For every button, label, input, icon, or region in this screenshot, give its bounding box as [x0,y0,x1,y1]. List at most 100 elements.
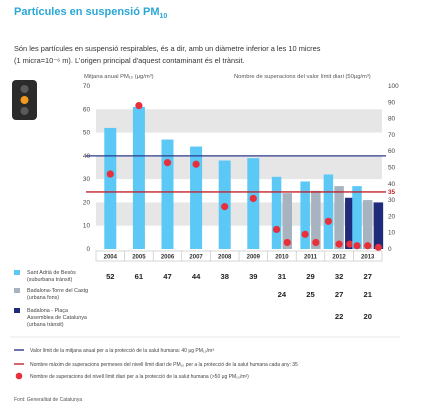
right-tick-label: 80 [388,116,396,123]
year-label-2007: 2007 [189,255,203,261]
year-label-2009: 2009 [247,255,261,261]
exceedance-dot-badalona_placa-2012 [346,240,354,248]
exceedance-dot-sant_adria-2010 [272,225,281,234]
table-cell: 38 [220,272,228,281]
legend-label: Sant Adrià de Besòs [27,270,76,276]
table-cell: 52 [106,272,114,281]
exceedance-dot-badalona_torre-2012 [335,240,343,248]
year-label-2008: 2008 [218,255,232,261]
note-dot-swatch [15,372,23,380]
exceedance-dot-sant_adria-2013 [353,242,361,250]
left-tick-label: 20 [83,199,91,206]
left-tick-label: 60 [83,106,91,113]
exceedance-dot-sant_adria-2009 [249,194,257,203]
table-cell: 27 [335,290,343,299]
max-exceedances-label: 35 [388,189,396,196]
bar-badalona_torre-2010 [282,193,292,249]
exceedance-dot-badalona_torre-2013 [364,242,372,250]
table-cell: 22 [335,312,343,321]
table-cell: 24 [278,290,287,299]
legend-swatch [14,308,20,313]
table-cell: 27 [363,272,371,281]
year-label-2011: 2011 [304,255,318,261]
legend-label: (urbana trànsit) [27,322,64,328]
intro-line-2: (1 micra=10⁻⁶ m). L'origen principal d'a… [14,56,245,65]
bar-sant_adria-2006 [161,139,174,249]
bar-sant_adria-2012 [323,174,334,249]
table-cell: 39 [249,272,257,281]
table-cell: 25 [306,290,315,299]
bar-sant_adria-2010 [271,176,282,249]
right-tick-label: 10 [388,230,396,237]
exceedance-dot-sant_adria-2011 [301,230,309,238]
year-row: 2004 2005 2006 2007 2008 2009 2010 2011 2012 2013 [95,250,383,262]
bar-sant_adria-2013 [352,186,362,249]
traffic-light-icon [12,80,37,120]
note-exceedance-dot: Nombre de superacions del nivell límit d… [15,372,249,380]
right-axis-label: Nombre de superacions del valor límit di… [234,74,371,80]
exceedance-dot-badalona_torre-2011 [312,238,320,247]
bar-badalona_torre-2013 [362,200,373,249]
year-label-2004: 2004 [104,255,118,261]
legend-swatch [14,288,20,293]
table-cell: 31 [278,272,287,281]
table-cell: 47 [163,272,171,281]
exceedance-dot-sant_adria-2007 [192,160,200,168]
right-tick-label: 60 [388,148,396,155]
note-max-exceedances: Nombre màxim de superacions permeses del… [14,362,298,368]
right-tick-label: 90 [388,99,396,106]
bar-sant_adria-2007 [190,146,203,249]
bar-badalona_placa-2012 [345,197,355,249]
legend-label: (suburbana trànsit) [27,277,72,283]
legend-series-badalona-placa: Badalona - Plaça Assemblea de Catalunya … [14,308,87,328]
right-tick-label: 50 [388,165,396,172]
year-label-2010: 2010 [275,255,289,261]
table-cell: 32 [335,272,343,281]
table-cell: 20 [363,312,371,321]
left-tick-label: 30 [83,176,91,183]
exceedance-dot-sant_adria-2004 [106,170,114,178]
year-label-2013: 2013 [361,255,375,261]
note-text: Valor límit de la mitjana anual per a la… [30,348,214,354]
note-text: Nombre de superacions del nivell límit d… [30,374,249,380]
table-cell: 61 [135,272,144,281]
exceedance-dot-sant_adria-2006 [163,159,172,167]
grid-band [96,109,382,133]
bar-sant_adria-2011 [300,181,310,249]
source-note: Font: Generalitat de Catalunya [14,397,82,403]
left-tick-label: 10 [83,223,91,230]
exceedance-dot-sant_adria-2005 [135,101,143,110]
exceedance-dot-sant_adria-2008 [221,203,229,211]
bar-sant_adria-2004 [104,127,117,249]
exceedance-dot-sant_adria-2012 [324,217,332,225]
title-text: Partícules en suspensió PM [14,6,160,18]
bar-sant_adria-2009 [247,158,260,249]
left-tick-label: 50 [83,130,91,137]
table-cell: 21 [363,290,372,299]
year-label-2005: 2005 [132,255,146,261]
legend-swatch [14,270,20,275]
legend-series-badalona-torre: Badalona-Torre del Castg (urbana fons) [14,288,88,301]
legend-series-sant-adria: Sant Adrià de Besòs (suburbana trànsit) [14,270,76,283]
left-axis-label: Mitjana anual PM₁₀ (μg/m³) [84,74,154,80]
bar-sant_adria-2005 [132,106,145,249]
right-tick-label: 40 [388,181,396,188]
intro-line-1: Són les partícules en suspensió respirab… [14,44,321,53]
legend-label: (urbana fons) [27,295,59,301]
year-label-2006: 2006 [161,255,175,261]
right-tick-label: 100 [388,83,399,90]
title-subscript: 10 [160,13,168,20]
bar-badalona_torre-2011 [311,190,321,249]
year-label-2012: 2012 [332,255,346,261]
legend-label: Badalona-Torre del Castg [27,288,88,294]
table-cell: 29 [306,272,314,281]
right-tick-label: 70 [388,132,396,139]
exceedance-dot-badalona_torre-2010 [283,238,291,247]
legend-label: Badalona - Plaça [27,308,68,314]
note-annual-limit: Valor límit de la mitjana anual per a la… [14,348,214,354]
data-table: 52 61 47 44 38 39 31 29 32 27 24 25 27 21 22 20 [106,272,373,321]
left-tick-label: 70 [83,83,91,90]
note-text: Nombre màxim de superacions permeses del… [30,362,298,368]
